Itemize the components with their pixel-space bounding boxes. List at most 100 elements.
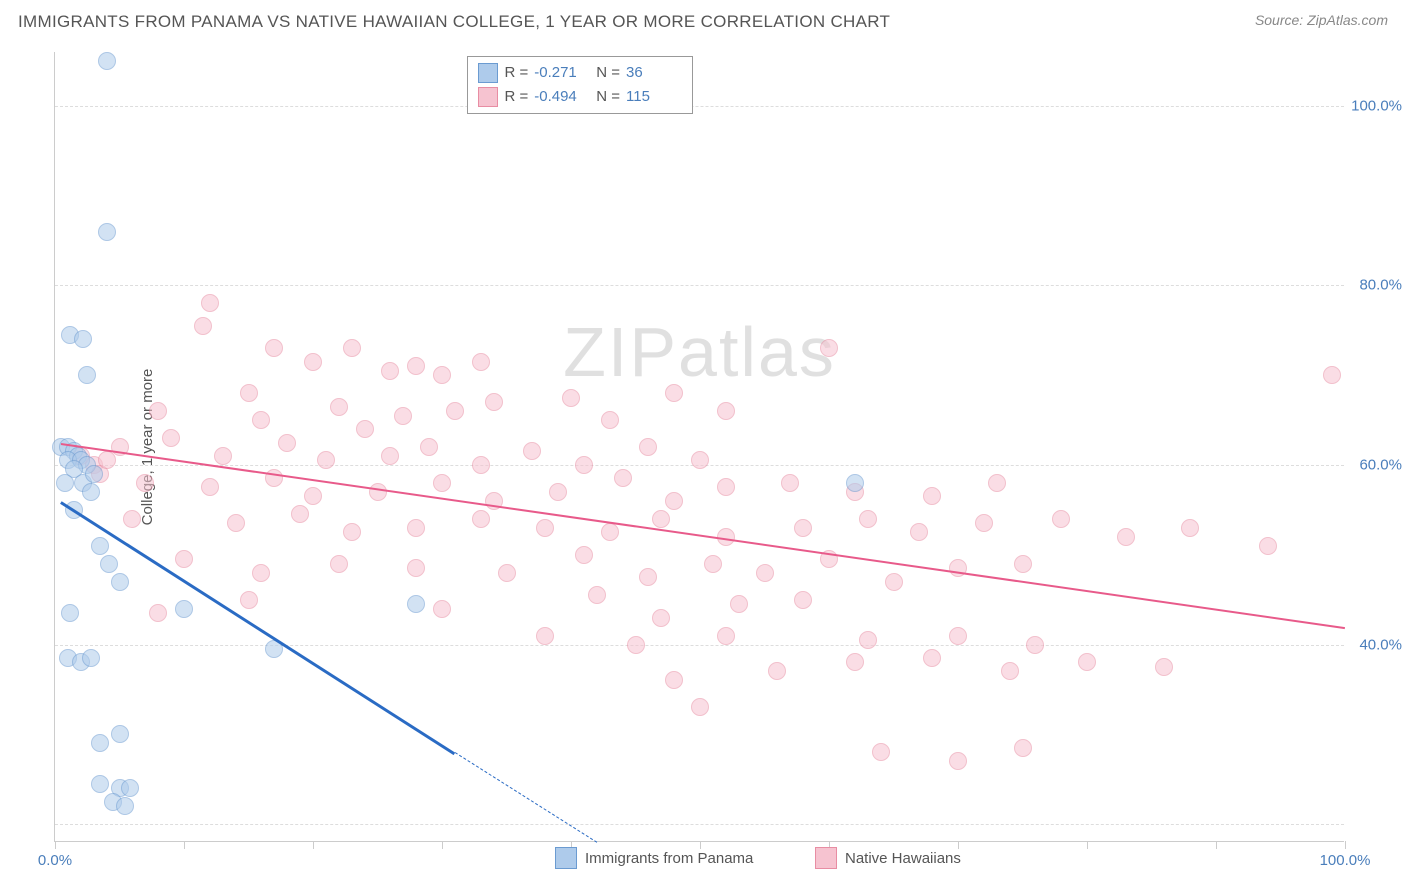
x-tick <box>442 841 443 849</box>
data-point-hawaiians <box>536 627 554 645</box>
y-tick-label: 60.0% <box>1359 456 1402 473</box>
data-point-hawaiians <box>98 451 116 469</box>
data-point-hawaiians <box>910 523 928 541</box>
data-point-hawaiians <box>175 550 193 568</box>
data-point-hawaiians <box>665 492 683 510</box>
data-point-hawaiians <box>562 389 580 407</box>
r-value: -0.271 <box>534 61 590 85</box>
data-point-hawaiians <box>575 546 593 564</box>
data-point-hawaiians <box>343 339 361 357</box>
data-point-hawaiians <box>407 357 425 375</box>
data-point-hawaiians <box>381 447 399 465</box>
gridline <box>55 824 1344 825</box>
data-point-hawaiians <box>1155 658 1173 676</box>
data-point-hawaiians <box>330 398 348 416</box>
legend-item-panama: Immigrants from Panama <box>555 847 753 869</box>
data-point-panama <box>91 734 109 752</box>
data-point-panama <box>91 537 109 555</box>
data-point-hawaiians <box>433 366 451 384</box>
data-point-hawaiians <box>1001 662 1019 680</box>
data-point-hawaiians <box>240 591 258 609</box>
data-point-hawaiians <box>665 671 683 689</box>
data-point-hawaiians <box>846 653 864 671</box>
data-point-hawaiians <box>227 514 245 532</box>
data-point-hawaiians <box>265 339 283 357</box>
data-point-hawaiians <box>201 294 219 312</box>
data-point-hawaiians <box>1014 555 1032 573</box>
data-point-hawaiians <box>988 474 1006 492</box>
gridline <box>55 106 1344 107</box>
legend-label: Immigrants from Panama <box>585 850 753 867</box>
data-point-hawaiians <box>381 362 399 380</box>
data-point-hawaiians <box>1078 653 1096 671</box>
legend-swatch <box>478 87 498 107</box>
watermark: ZIPatlas <box>563 312 836 392</box>
data-point-hawaiians <box>252 411 270 429</box>
data-point-hawaiians <box>149 604 167 622</box>
legend-swatch <box>815 847 837 869</box>
legend-item-hawaiians: Native Hawaiians <box>815 847 961 869</box>
data-point-hawaiians <box>923 487 941 505</box>
data-point-hawaiians <box>794 519 812 537</box>
x-tick-label: 0.0% <box>38 852 72 869</box>
data-point-hawaiians <box>536 519 554 537</box>
data-point-hawaiians <box>214 447 232 465</box>
data-point-hawaiians <box>1014 739 1032 757</box>
data-point-hawaiians <box>407 559 425 577</box>
data-point-hawaiians <box>123 510 141 528</box>
data-point-panama <box>56 474 74 492</box>
legend-swatch <box>555 847 577 869</box>
data-point-hawaiians <box>872 743 890 761</box>
data-point-hawaiians <box>575 456 593 474</box>
data-point-panama <box>85 465 103 483</box>
y-tick-label: 100.0% <box>1351 97 1402 114</box>
data-point-hawaiians <box>369 483 387 501</box>
data-point-hawaiians <box>523 442 541 460</box>
data-point-hawaiians <box>498 564 516 582</box>
data-point-panama <box>175 600 193 618</box>
x-tick <box>1087 841 1088 849</box>
data-point-hawaiians <box>278 434 296 452</box>
data-point-hawaiians <box>949 752 967 770</box>
legend-swatch <box>478 63 498 83</box>
data-point-hawaiians <box>691 698 709 716</box>
data-point-hawaiians <box>627 636 645 654</box>
data-point-hawaiians <box>343 523 361 541</box>
chart-title: IMMIGRANTS FROM PANAMA VS NATIVE HAWAIIA… <box>18 12 890 32</box>
data-point-hawaiians <box>240 384 258 402</box>
data-point-hawaiians <box>394 407 412 425</box>
data-point-hawaiians <box>885 573 903 591</box>
data-point-hawaiians <box>291 505 309 523</box>
data-point-panama <box>98 52 116 70</box>
data-point-hawaiians <box>1117 528 1135 546</box>
data-point-panama <box>111 573 129 591</box>
legend-stats-box: R =-0.271N =36R =-0.494N =115 <box>467 56 693 114</box>
data-point-hawaiians <box>304 487 322 505</box>
legend-stats-row-hawaiians: R =-0.494N =115 <box>478 85 682 109</box>
data-point-hawaiians <box>420 438 438 456</box>
data-point-hawaiians <box>1181 519 1199 537</box>
data-point-hawaiians <box>252 564 270 582</box>
data-point-panama <box>100 555 118 573</box>
data-point-hawaiians <box>1052 510 1070 528</box>
data-point-panama <box>98 223 116 241</box>
y-tick-label: 80.0% <box>1359 277 1402 294</box>
data-point-panama <box>82 649 100 667</box>
data-point-hawaiians <box>717 478 735 496</box>
data-point-hawaiians <box>407 519 425 537</box>
data-point-hawaiians <box>717 627 735 645</box>
x-tick <box>184 841 185 849</box>
data-point-hawaiians <box>472 510 490 528</box>
data-point-hawaiians <box>923 649 941 667</box>
r-value: -0.494 <box>534 85 590 109</box>
data-point-hawaiians <box>691 451 709 469</box>
data-point-hawaiians <box>820 339 838 357</box>
gridline <box>55 645 1344 646</box>
data-point-hawaiians <box>756 564 774 582</box>
data-point-hawaiians <box>446 402 464 420</box>
data-point-hawaiians <box>781 474 799 492</box>
legend-stats-row-panama: R =-0.271N =36 <box>478 61 682 85</box>
y-axis-label: College, 1 year or more <box>139 368 156 525</box>
data-point-hawaiians <box>665 384 683 402</box>
data-point-hawaiians <box>652 510 670 528</box>
